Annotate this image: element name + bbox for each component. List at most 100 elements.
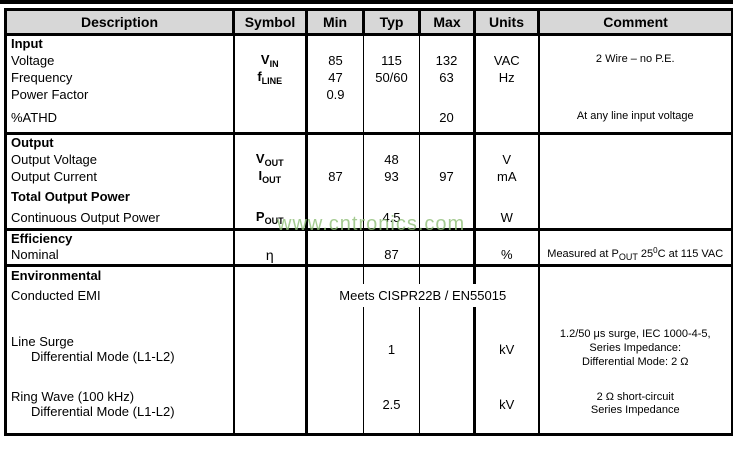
empty-cell: [305, 150, 364, 168]
empty-cell: [537, 229, 733, 246]
empty-cell: [419, 265, 475, 284]
efficiency-title-row: Efficiency: [6, 229, 733, 246]
output-continuous-symbol: POUT: [232, 206, 307, 230]
efficiency-nominal-typ: 87: [363, 246, 420, 265]
section-environmental: Environmental Conducted EMI Meets CISPR2…: [5, 265, 733, 434]
ring-wave-desc: Ring Wave (100 kHz) Differential Mode (L1…: [11, 389, 175, 420]
header-max: Max: [418, 9, 475, 36]
empty-cell: [232, 133, 307, 151]
efficiency-nominal-desc: Nominal: [11, 247, 59, 263]
input-title: Input: [11, 36, 43, 52]
empty-cell: [473, 85, 539, 103]
header-min: Min: [305, 9, 364, 36]
empty-cell: [232, 376, 307, 434]
output-voltage-units: V: [473, 150, 539, 168]
input-power-factor-desc: Power Factor: [11, 86, 89, 102]
output-voltage-row: Output Voltage VOUT 48 V: [6, 150, 733, 168]
input-voltage-row: Voltage VIN 85 115 132 VAC 2 Wire – no P…: [6, 51, 733, 69]
empty-cell: [305, 185, 364, 207]
output-continuous-units: W: [473, 206, 539, 230]
header-units: Units: [473, 9, 539, 36]
section-output: Output Output Voltage VOUT 48 V Output C…: [5, 133, 733, 230]
empty-cell: [537, 34, 733, 52]
empty-cell: [305, 206, 364, 230]
input-voltage-symbol: VIN: [232, 51, 307, 69]
spec-table: Description Symbol Min Typ Max Units Com…: [4, 8, 733, 436]
empty-cell: [232, 102, 307, 134]
empty-cell: [305, 322, 364, 376]
empty-cell: [305, 246, 364, 265]
ring-wave-comment: 2 Ω short-circuit Series Impedance: [537, 376, 733, 434]
empty-cell: [305, 307, 364, 322]
output-title: Output: [11, 135, 54, 151]
input-power-factor-min: 0.9: [305, 85, 364, 103]
line-surge-units: kV: [473, 322, 539, 376]
empty-cell: [537, 133, 733, 151]
input-voltage-max: 132: [419, 51, 475, 69]
empty-cell: [473, 34, 539, 52]
header-typ: Typ: [362, 9, 420, 36]
empty-cell: [232, 85, 307, 103]
output-current-typ: 93: [363, 167, 420, 186]
empty-cell: [363, 265, 420, 284]
empty-cell: [537, 185, 733, 207]
output-continuous-row: Continuous Output Power POUT 4.5 W: [6, 206, 733, 230]
efficiency-nominal-comment: Measured at POUT 250C at 115 VAC: [537, 246, 733, 265]
empty-cell: [363, 34, 420, 52]
empty-cell: [232, 284, 307, 307]
environmental-spacer-row: [6, 307, 733, 322]
line-surge-typ: 1: [363, 322, 420, 376]
empty-cell: [232, 265, 307, 284]
empty-cell: [537, 167, 733, 186]
empty-cell: [305, 102, 364, 134]
output-continuous-desc: Continuous Output Power: [11, 209, 160, 225]
header-symbol: Symbol: [232, 9, 307, 36]
empty-cell: [363, 102, 420, 134]
empty-cell: [305, 265, 364, 284]
output-continuous-typ: 4.5: [363, 206, 420, 230]
output-total-power-row: Total Output Power: [6, 185, 733, 207]
input-frequency-units: Hz: [473, 68, 539, 86]
empty-cell: [419, 34, 475, 52]
output-voltage-symbol: VOUT: [232, 150, 307, 168]
efficiency-nominal-units: %: [473, 246, 539, 265]
ring-wave-typ: 2.5: [363, 376, 420, 434]
empty-cell: [232, 34, 307, 52]
empty-cell: [473, 265, 539, 284]
empty-cell: [363, 307, 420, 322]
empty-cell: [473, 185, 539, 207]
output-title-row: Output: [6, 133, 733, 151]
header-description: Description: [5, 9, 234, 36]
output-current-max: 97: [419, 167, 475, 186]
input-athd-desc: %ATHD: [11, 109, 57, 125]
input-frequency-desc: Frequency: [11, 69, 73, 85]
output-current-desc: Output Current: [11, 169, 97, 184]
environmental-line-surge-row: Line Surge Differential Mode (L1-L2) 1 kV…: [6, 322, 733, 376]
header-row: Description Symbol Min Typ Max Units Com…: [5, 9, 733, 36]
empty-cell: [537, 284, 733, 307]
empty-cell: [305, 376, 364, 434]
environmental-title: Environmental: [11, 267, 102, 283]
empty-cell: [363, 133, 420, 151]
empty-cell: [537, 265, 733, 284]
environmental-ring-wave-row: Ring Wave (100 kHz) Differential Mode (L1…: [6, 376, 733, 434]
empty-cell: [419, 307, 475, 322]
empty-cell: [419, 376, 475, 434]
empty-cell: [473, 102, 539, 134]
input-title-row: Input: [6, 34, 733, 52]
ring-wave-units: kV: [473, 376, 539, 434]
empty-cell: [232, 322, 307, 376]
empty-cell: [363, 229, 420, 246]
empty-cell: [537, 85, 733, 103]
input-athd-row: %ATHD 20 At any line input voltage: [6, 102, 733, 134]
empty-cell: [537, 68, 733, 86]
environmental-emi-desc: Conducted EMI: [11, 288, 101, 303]
table-header: Description Symbol Min Typ Max Units Com…: [5, 9, 733, 36]
empty-cell: [305, 133, 364, 151]
empty-cell: [6, 307, 234, 322]
input-athd-max: 20: [419, 102, 475, 134]
empty-cell: [305, 34, 364, 52]
empty-cell: [419, 185, 475, 207]
empty-cell: [473, 133, 539, 151]
